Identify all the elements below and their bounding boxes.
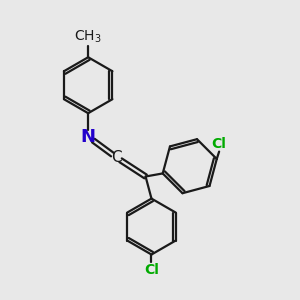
Text: Cl: Cl bbox=[144, 263, 159, 277]
Text: Cl: Cl bbox=[212, 137, 226, 151]
Text: N: N bbox=[81, 128, 96, 146]
Text: CH$_3$: CH$_3$ bbox=[74, 28, 102, 45]
Text: C: C bbox=[111, 150, 122, 165]
